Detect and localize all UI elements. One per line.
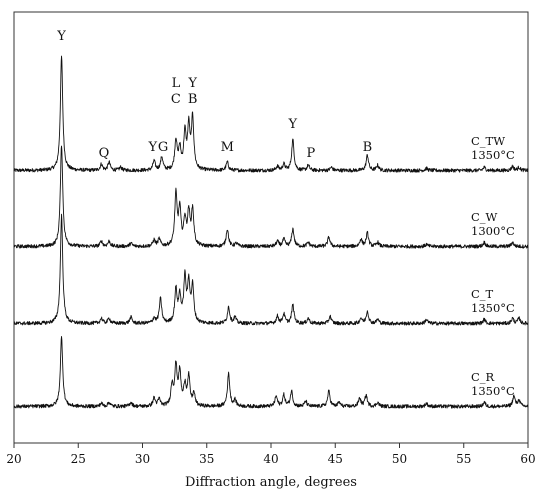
trace-ctw bbox=[13, 55, 529, 173]
phase-label-0: Y bbox=[56, 29, 66, 44]
phase-label-9: Y bbox=[288, 117, 298, 132]
x-axis-label: Diffraction angle, degrees bbox=[185, 475, 357, 490]
x-tick-label-4: 40 bbox=[263, 452, 278, 466]
phase-label-3: G bbox=[158, 140, 168, 155]
phase-label-5: C bbox=[171, 92, 181, 107]
series-label-cw: C_W bbox=[471, 210, 498, 224]
series-label-ct: C_T bbox=[471, 287, 494, 301]
phase-label-7: B bbox=[188, 92, 198, 107]
diffraction-traces bbox=[13, 55, 529, 409]
phase-label-4: L bbox=[172, 76, 181, 91]
series-temp-ctw: 1350°C bbox=[471, 148, 515, 162]
trace-cr bbox=[13, 336, 529, 409]
series-label-cr: C_R bbox=[471, 370, 495, 384]
x-axis-ticks: 20 25 30 35 40 45 50 55 60 bbox=[6, 443, 536, 466]
x-tick-label-0: 20 bbox=[6, 452, 21, 466]
phase-label-1: Q bbox=[99, 146, 110, 161]
phase-label-10: P bbox=[306, 146, 315, 161]
x-tick-label-5: 45 bbox=[328, 452, 343, 466]
trace-cw bbox=[13, 145, 529, 249]
series-label-ctw: C_TW bbox=[471, 134, 505, 148]
x-tick-label-7: 55 bbox=[456, 452, 471, 466]
x-tick-label-8: 60 bbox=[520, 452, 535, 466]
phase-label-2: Y bbox=[147, 140, 157, 155]
x-tick-label-1: 25 bbox=[71, 452, 86, 466]
series-temp-cr: 1350°C bbox=[471, 384, 515, 398]
trace-ct bbox=[13, 213, 529, 326]
x-tick-label-3: 35 bbox=[199, 452, 214, 466]
plot-frame bbox=[13, 11, 529, 444]
series-temp-cw: 1300°C bbox=[471, 224, 515, 238]
series-temp-ct: 1350°C bbox=[471, 301, 515, 315]
phase-label-8: M bbox=[221, 140, 234, 155]
phase-label-6: Y bbox=[187, 76, 197, 91]
x-tick-label-6: 50 bbox=[392, 452, 407, 466]
x-tick-label-2: 30 bbox=[135, 452, 150, 466]
phase-label-11: B bbox=[363, 140, 373, 155]
